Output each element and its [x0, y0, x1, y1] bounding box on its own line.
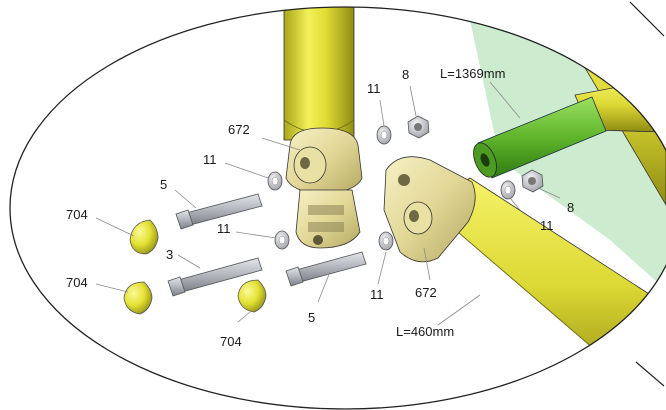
bolt-upper	[175, 193, 263, 230]
end-cap-bottom	[237, 279, 267, 313]
washer-lower-center	[378, 231, 394, 251]
label-dim-long-tube: L=1369mm	[440, 66, 505, 81]
end-cap-top	[129, 219, 159, 255]
detail-view-content	[95, 7, 666, 396]
label-washer-right: 11	[540, 218, 554, 233]
washer-top-center	[376, 125, 392, 145]
label-washer-top-center: 11	[367, 81, 381, 96]
leader-lines	[95, 81, 561, 326]
label-cap-left: 704	[66, 275, 88, 290]
label-dim-short-tube: L=460mm	[396, 324, 454, 339]
label-bolt-long: 3	[166, 247, 173, 262]
vertical-yellow-tube	[283, 7, 355, 141]
bolt-long	[167, 257, 263, 297]
label-nut-right: 8	[567, 200, 574, 215]
corner-line-bottom-right	[635, 361, 665, 387]
nut-top	[407, 115, 430, 139]
washer-upper-left	[267, 171, 283, 191]
nut-right	[521, 169, 544, 193]
label-clamp-upper: 672	[228, 122, 250, 137]
end-cap-left	[123, 281, 153, 315]
label-bolt-upper: 5	[160, 177, 167, 192]
washer-mid-left	[274, 230, 290, 250]
bolt-lower	[285, 251, 367, 287]
label-washer-lower-center: 11	[370, 287, 384, 302]
label-cap-top: 704	[66, 207, 88, 222]
washer-right	[500, 180, 516, 200]
label-cap-bottom: 704	[220, 334, 242, 349]
clamp-lower	[383, 156, 476, 263]
green-tube	[473, 96, 607, 179]
label-washer-upper-left: 11	[203, 152, 217, 167]
label-clamp-lower: 672	[415, 285, 437, 300]
corner-line-top-right	[629, 1, 665, 37]
label-bolt-lower: 5	[308, 310, 315, 325]
label-washer-mid-left: 11	[217, 221, 231, 236]
detail-ellipse-border	[9, 6, 666, 410]
clamp-upper	[285, 127, 363, 249]
label-nut-top: 8	[402, 67, 409, 82]
